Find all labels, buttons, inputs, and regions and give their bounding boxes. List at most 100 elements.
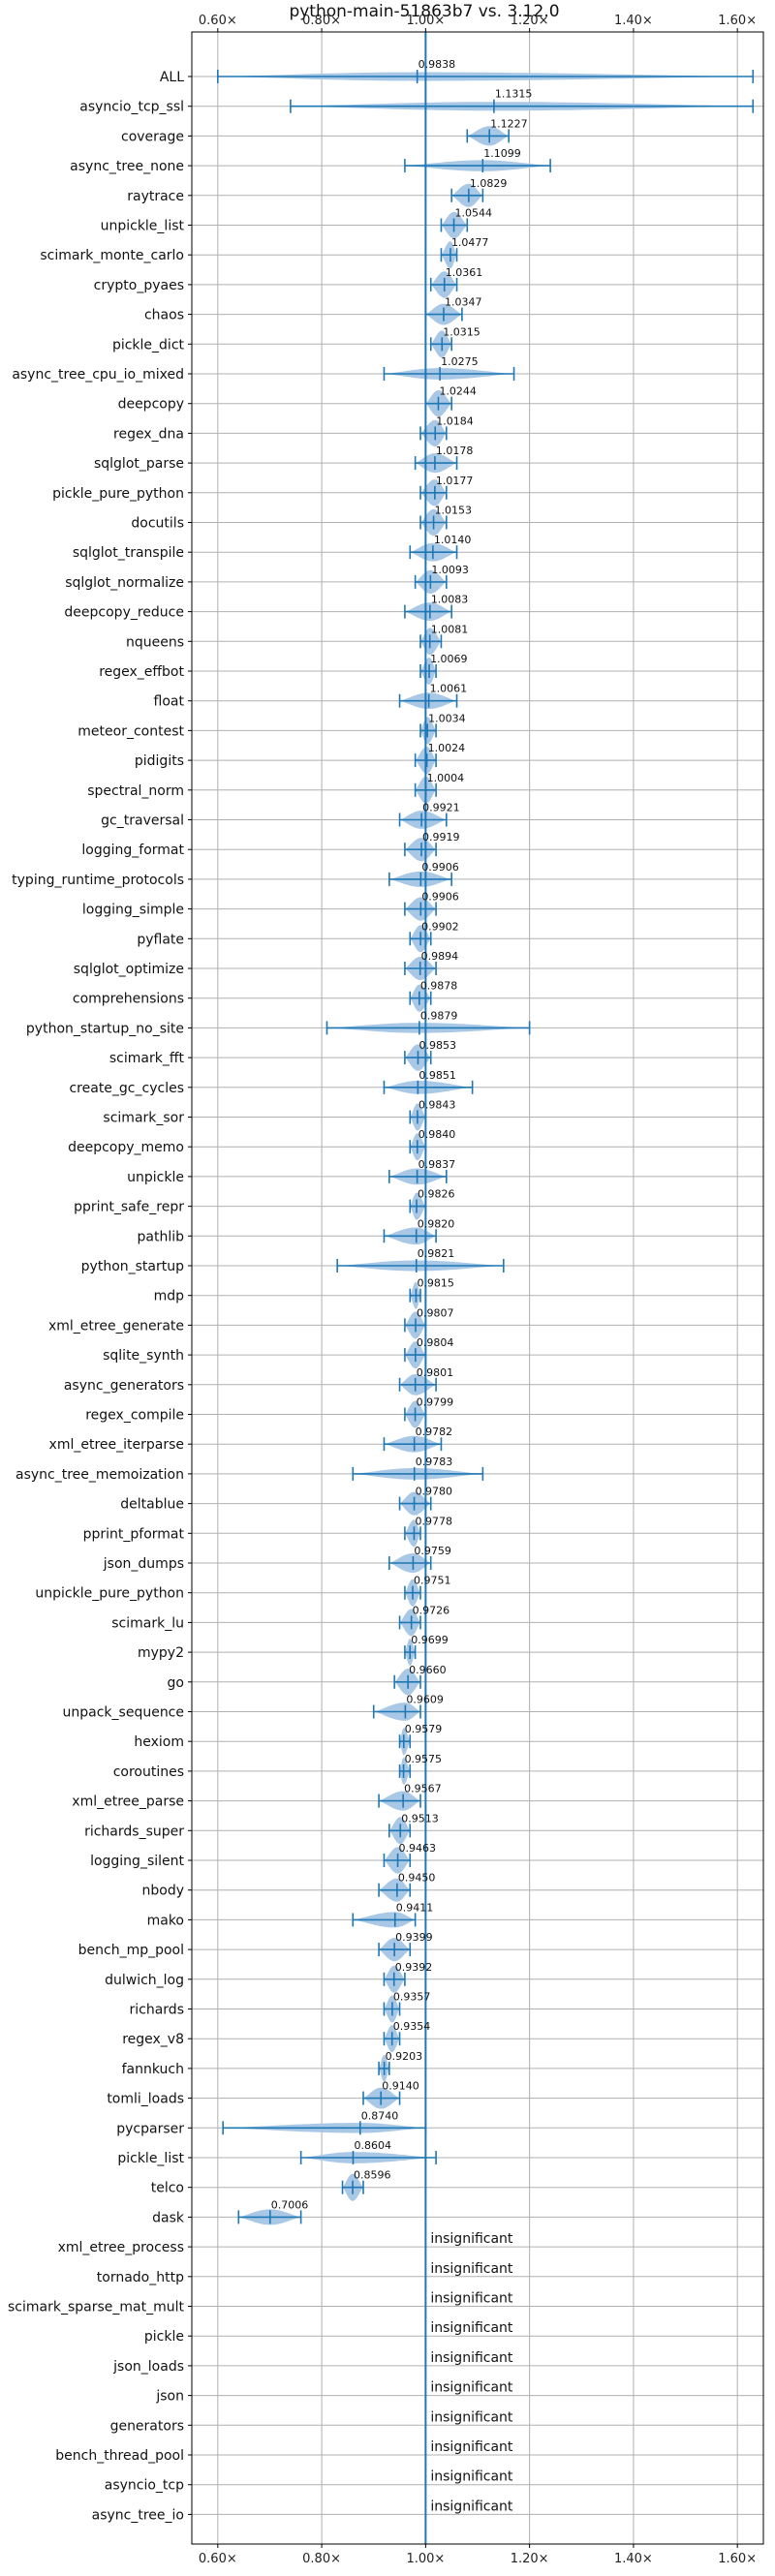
chart-title: python-main-51863b7 vs. 3.12.0	[289, 2, 559, 21]
value-label: 0.9826	[418, 1188, 455, 1201]
value-label: 0.9450	[398, 1872, 436, 1885]
benchmark-label: deepcopy	[118, 397, 184, 413]
benchmark-label: fannkuch	[122, 2062, 184, 2077]
benchmark-label: xml_etree_process	[58, 2240, 184, 2255]
value-label: 0.8596	[354, 2169, 391, 2182]
value-label: 1.0347	[445, 296, 482, 309]
benchmark-label: scimark_lu	[111, 1615, 184, 1631]
benchmark-label: crypto_pyaes	[94, 278, 184, 293]
value-label: 0.9894	[421, 950, 459, 963]
value-label: 1.0153	[435, 505, 473, 517]
value-label: 1.0244	[439, 385, 477, 398]
benchmark-label: float	[154, 694, 185, 710]
value-label: 1.0140	[434, 534, 472, 546]
benchmark-label: scimark_sparse_mat_mult	[8, 2300, 184, 2315]
value-label: 0.9660	[409, 1664, 447, 1676]
benchmark-label: bench_thread_pool	[55, 2448, 184, 2464]
value-label: 1.0315	[443, 325, 480, 338]
benchmark-label: mypy2	[138, 1645, 184, 1661]
benchmark-label: chaos	[144, 308, 184, 323]
value-label: 0.9879	[420, 1009, 458, 1022]
benchmark-label: typing_runtime_protocols	[12, 873, 184, 888]
value-label: 0.9820	[418, 1217, 455, 1230]
x-tick-label-bottom: 0.60×	[199, 2552, 237, 2566]
value-label: 0.9140	[382, 2080, 419, 2093]
benchmark-label: spectral_norm	[87, 783, 184, 799]
plot-frame	[191, 31, 764, 2545]
value-label: 1.0829	[470, 177, 508, 190]
benchmark-label: nbody	[142, 1884, 185, 1899]
value-label: 1.0178	[436, 445, 474, 457]
benchmark-label: xml_etree_iterparse	[49, 1437, 184, 1453]
value-label: 0.9801	[417, 1366, 454, 1379]
benchmark-label: create_gc_cycles	[69, 1081, 184, 1096]
value-label: 0.9919	[422, 831, 460, 843]
benchmark-label: deepcopy_memo	[68, 1140, 184, 1155]
value-label: 1.1227	[490, 117, 527, 130]
benchmark-label: logging_format	[81, 843, 184, 858]
benchmark-label: regex_compile	[85, 1408, 184, 1424]
insignificant-label: insignificant	[430, 2409, 513, 2425]
value-label: 0.9567	[404, 1783, 442, 1795]
benchmark-label: richards	[130, 2003, 185, 2018]
x-tick-label-top: 1.00×	[406, 14, 445, 28]
benchmark-label: sqlglot_optimize	[74, 962, 184, 977]
benchmark-label: gc_traversal	[101, 813, 184, 829]
benchmark-label: ALL	[160, 70, 184, 85]
benchmark-label: unpack_sequence	[63, 1705, 184, 1721]
value-label: 1.1099	[483, 147, 521, 160]
value-label: 0.8604	[354, 2139, 391, 2152]
value-label: 0.9906	[421, 891, 459, 904]
value-label: 0.7006	[271, 2198, 309, 2211]
value-label: 0.9843	[418, 1099, 456, 1112]
benchmark-label: mako	[147, 1913, 184, 1928]
value-label: 0.9392	[395, 1961, 433, 1974]
benchmark-label: regex_effbot	[99, 664, 184, 680]
insignificant-label: insignificant	[430, 2350, 513, 2366]
benchmark-label: logging_silent	[90, 1854, 184, 1869]
value-label: 1.0184	[436, 414, 474, 427]
benchmark-label: pickle	[144, 2329, 184, 2345]
benchmark-label: bench_mp_pool	[78, 1943, 184, 1958]
benchmark-label: sqlglot_transpile	[73, 545, 184, 561]
benchmark-label: regex_v8	[122, 2032, 184, 2047]
benchmark-label: scimark_monte_carlo	[40, 248, 184, 263]
value-label: 1.0275	[441, 355, 479, 368]
x-tick-label-top: 1.20×	[511, 14, 549, 28]
value-label: 0.9837	[418, 1158, 456, 1171]
value-label: 1.1315	[495, 88, 533, 101]
value-label: 0.9575	[405, 1753, 443, 1765]
value-label: 0.9821	[418, 1247, 455, 1260]
value-label: 1.0177	[436, 475, 474, 487]
benchmark-label: docutils	[131, 516, 184, 532]
value-label: 1.0069	[430, 653, 468, 665]
value-label: 0.9203	[386, 2050, 423, 2063]
benchmark-label: asyncio_tcp	[105, 2478, 184, 2494]
value-label: 1.0477	[451, 236, 489, 249]
value-label: 0.9778	[415, 1515, 452, 1527]
value-label: 0.9463	[399, 1842, 437, 1855]
x-tick-label-top: 1.40×	[614, 14, 653, 28]
x-tick-label-bottom: 1.20×	[511, 2552, 549, 2566]
benchmark-label: python_startup	[81, 1259, 184, 1274]
benchmark-label: pidigits	[135, 753, 184, 769]
benchmark-label: scimark_fft	[109, 1051, 185, 1066]
benchmark-label: mdp	[154, 1289, 185, 1304]
insignificant-label: insignificant	[430, 2380, 513, 2396]
x-tick-label-bottom: 1.60×	[718, 2552, 757, 2566]
benchmark-label: comprehensions	[73, 992, 184, 1007]
benchmark-label: python_startup_no_site	[26, 1021, 184, 1036]
benchmark-label: async_tree_cpu_io_mixed	[12, 367, 184, 383]
benchmark-label: tornado_http	[97, 2270, 184, 2285]
value-label: 0.9579	[405, 1723, 443, 1735]
benchmark-label: coroutines	[113, 1764, 184, 1780]
value-label: 0.9513	[401, 1812, 439, 1825]
benchmark-label: asyncio_tcp_ssl	[79, 100, 184, 115]
value-label: 0.9783	[416, 1456, 453, 1468]
value-label: 0.9357	[393, 1991, 431, 2004]
benchmark-label: async_tree_none	[70, 159, 184, 174]
value-label: 0.9799	[417, 1396, 454, 1409]
benchmark-label: deltablue	[120, 1497, 184, 1513]
value-label: 1.0024	[428, 742, 466, 754]
benchmark-label: deepcopy_reduce	[64, 605, 184, 621]
